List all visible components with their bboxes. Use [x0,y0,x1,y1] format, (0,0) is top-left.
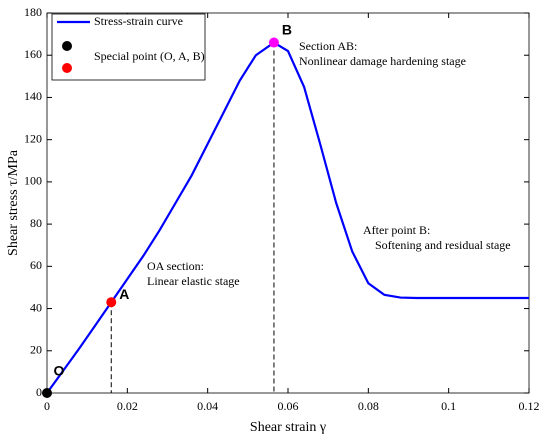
annotation: Linear elastic stage [147,274,240,288]
x-tick-label: 0.06 [278,399,299,413]
y-tick-label: 100 [24,174,42,188]
x-tick-label: 0 [44,399,50,413]
special-point [268,37,279,48]
annotation: After point B: [363,223,430,237]
legend-marker [62,41,72,51]
y-tick-label: 0 [36,385,42,399]
annotation: OA section: [147,259,204,273]
legend-box [51,13,206,81]
stress-strain-curve [46,41,529,394]
special-point [42,388,52,398]
legend-label: Stress-strain curve [94,14,183,28]
y-tick-label: 20 [30,343,42,357]
point-label: O [54,363,65,379]
x-tick-label: 0.08 [358,399,379,413]
annotation: Softening and residual stage [375,238,511,252]
y-tick-label: 180 [24,5,42,19]
y-tick-label: 60 [30,258,42,272]
y-tick-label: 40 [30,300,42,314]
y-tick-label: 140 [24,89,42,103]
x-axis-label: Shear strain γ [250,420,326,435]
y-axis-label: Shear stress τ/MPa [6,149,21,256]
x-tick-label: 0.02 [117,399,138,413]
point-label: B [282,21,292,37]
x-tick-label: 0.12 [519,399,540,413]
y-tick-label: 120 [24,131,42,145]
x-tick-label: 0.04 [197,399,218,413]
point-label: A [119,286,129,302]
x-tick-label: 0.1 [441,399,456,413]
special-point [106,297,117,308]
legend-marker [62,63,72,73]
annotation: Nonlinear damage hardening stage [299,54,466,68]
annotation: Section AB: [299,39,357,53]
y-tick-label: 80 [30,216,42,230]
legend-label: Special point (O, A, B) [94,49,205,63]
y-tick-label: 160 [24,47,42,61]
